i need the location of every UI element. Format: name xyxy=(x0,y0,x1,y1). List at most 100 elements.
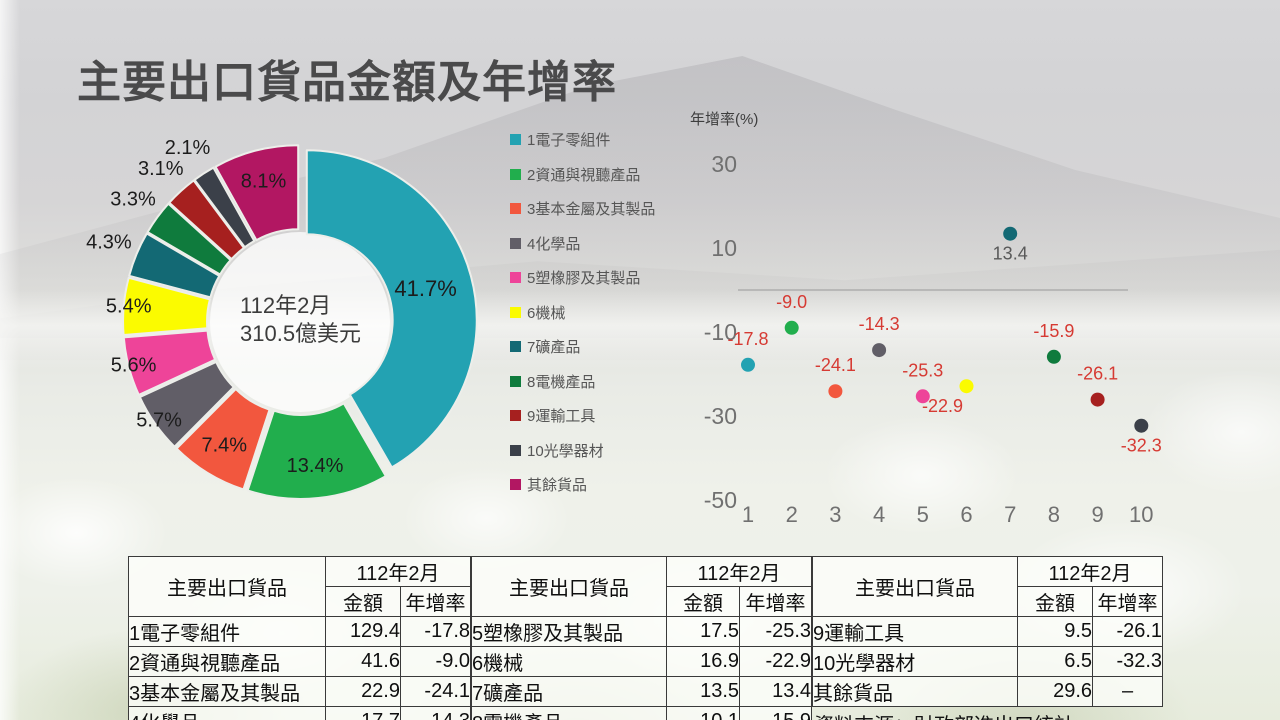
scatter-point-8 xyxy=(1046,349,1061,364)
legend-swatch-icon xyxy=(510,410,521,421)
scatter-point-2 xyxy=(784,320,799,335)
cell-yoy: -17.8 xyxy=(399,616,472,647)
scatter-point-10 xyxy=(1134,418,1149,433)
col-header-period: 112年2月 xyxy=(324,556,472,587)
cell-goods-name: 其餘貨品 xyxy=(812,676,1019,707)
cell-yoy: -22.9 xyxy=(739,646,813,677)
cell-yoy: -25.3 xyxy=(739,616,813,647)
donut-label-2: 13.4% xyxy=(287,455,344,477)
export-table-3: 主要出口貨品 112年2月 金額 年增率 9運輸工具 9.5 -26.1 10光學器材 6.5-… xyxy=(812,556,1164,707)
x-tick-label: 7 xyxy=(1004,502,1016,527)
legend-swatch-icon xyxy=(510,306,521,318)
col-header-goods: 主要出口貨品 xyxy=(812,556,1019,617)
legend-label: 10光學器材 xyxy=(527,442,604,460)
scatter-point-5 xyxy=(915,389,930,404)
table-row-4: 4化學品17.7-14.3 xyxy=(128,706,472,720)
donut-label-3: 7.4% xyxy=(202,435,248,457)
source-note: 資料來源：財政部進出口統計。 xyxy=(812,709,1163,720)
cell-goods-name: 1電子零組件 xyxy=(128,616,326,647)
scatter-value-label-5: -25.3 xyxy=(902,360,943,380)
y-tick-label: 30 xyxy=(711,151,737,177)
table-row-9: 9運輸工具 9.5 -26.1 xyxy=(812,616,1164,647)
table-row-other: 其餘貨品 29.6– xyxy=(812,676,1164,707)
x-tick-label: 2 xyxy=(786,502,798,527)
legend-swatch-icon xyxy=(510,479,521,490)
cell-yoy: -32.3 xyxy=(1092,646,1164,677)
legend-item-6: 6機械 xyxy=(510,304,655,322)
cell-goods-name: 9運輸工具 xyxy=(812,616,1019,647)
x-tick-label: 10 xyxy=(1129,502,1153,527)
table-group-3: 主要出口貨品 112年2月 金額 年增率 9運輸工具 9.5 -26.1 10光學器材 6.5-… xyxy=(812,556,1164,720)
scatter-point-4 xyxy=(872,343,887,358)
legend-item-5: 5塑橡膠及其製品 xyxy=(510,270,655,287)
donut-slice-7 xyxy=(128,232,221,299)
cell-amount: 17.7 xyxy=(325,706,401,720)
legend-swatch-icon xyxy=(510,134,521,145)
cell-yoy: -14.3 xyxy=(399,706,472,720)
cell-goods-name: 7礦產品 xyxy=(471,676,668,707)
donut-slice-1 xyxy=(305,149,478,469)
donut-center-total: 310.5億美元 xyxy=(240,320,362,346)
x-tick-label: 1 xyxy=(742,502,754,527)
legend-label: 8電機產品 xyxy=(527,373,596,391)
col-header-amount: 金額 xyxy=(666,586,741,617)
cell-amount: 13.5 xyxy=(666,676,741,707)
legend-label: 1電子零組件 xyxy=(527,132,611,149)
scatter-chart: 年增率(%) 30 10 -10 -30 -501 2 3 4 5 6 7 8 9 10 -17.8 -9.0 -… xyxy=(690,111,1162,527)
x-tick-label: 5 xyxy=(917,502,929,527)
donut-label-1: 41.7% xyxy=(394,276,456,301)
table-row-1: 1電子零組件 129.4 -17.8 xyxy=(128,616,472,647)
scatter-value-label-10: -32.3 xyxy=(1121,436,1162,456)
donut-chart: 41.7% 13.4% 7.4% 5.7% 5.6% 5.4% 4.3% 3.3% 3.1%2.… xyxy=(86,137,478,500)
donut-label-other: 8.1% xyxy=(241,171,287,193)
cell-amount: 41.6 xyxy=(325,646,401,677)
legend-item-other: 其餘貨品 xyxy=(510,477,655,494)
scatter-value-label-7: 13.4 xyxy=(993,244,1028,264)
donut-slice-8 xyxy=(146,202,232,276)
col-header-period: 112年2月 xyxy=(666,556,813,587)
donut-center-period: 112年2月 xyxy=(240,293,332,318)
cell-amount: 17.5 xyxy=(666,616,741,647)
cell-goods-name: 8電機產品 xyxy=(471,706,668,720)
summary-tables: 主要出口貨品 112年2月 金額 年增率 1電子零組件 129.4 -17.8 2資通與視聽產… xyxy=(128,556,1164,720)
cell-amount: 29.6 xyxy=(1017,676,1094,707)
legend-item-9: 9運輸工具 xyxy=(510,408,655,425)
col-header-yoy: 年增率 xyxy=(1092,586,1164,617)
scatter-y-axis-title: 年增率(%) xyxy=(690,111,758,128)
cell-amount: 129.4 xyxy=(325,616,401,647)
cell-amount: 9.5 xyxy=(1017,616,1094,647)
donut-label-8: 3.3% xyxy=(110,189,156,211)
legend-swatch-icon xyxy=(510,341,521,352)
cell-yoy: -24.1 xyxy=(399,676,472,707)
table-group-2: 主要出口貨品 112年2月 金額 年增率 5塑橡膠及其製品 17.5 -25.3 6機械 16.… xyxy=(471,556,813,720)
scatter-point-1 xyxy=(741,357,755,372)
legend-label: 6機械 xyxy=(527,304,566,322)
col-header-yoy: 年增率 xyxy=(739,586,813,617)
legend-swatch-icon xyxy=(510,168,521,180)
cell-amount: 10.1 xyxy=(666,706,741,720)
legend-label: 4化學品 xyxy=(527,235,581,253)
donut-center-label: 112年2月 310.5億美元 xyxy=(240,292,420,347)
legend-swatch-icon xyxy=(510,272,521,283)
cell-yoy: -26.1 xyxy=(1092,616,1164,647)
legend-label: 其餘貨品 xyxy=(527,477,588,494)
legend-label: 5塑橡膠及其製品 xyxy=(527,270,641,287)
col-header-amount: 金額 xyxy=(1017,586,1094,617)
col-header-period: 112年2月 xyxy=(1017,556,1164,587)
donut-hole xyxy=(210,232,390,412)
table-row-2: 2資通與視聽產品 41.6 -9.0 xyxy=(128,646,472,677)
x-tick-label: 9 xyxy=(1091,502,1103,527)
legend-label: 3基本金屬及其製品 xyxy=(527,201,656,218)
donut-label-7: 4.3% xyxy=(86,232,132,254)
donut-label-4: 5.7% xyxy=(136,410,182,432)
page-title: 主要出口貨品金額及年增率 xyxy=(77,58,617,107)
x-tick-label: 4 xyxy=(873,502,885,527)
y-tick-label: -50 xyxy=(704,487,737,513)
donut-slice-2 xyxy=(246,402,387,500)
legend-label: 2資通與視聽產品 xyxy=(527,166,641,184)
legend-swatch-icon xyxy=(510,203,521,214)
cell-yoy: – xyxy=(1092,676,1164,707)
export-table-1: 主要出口貨品 112年2月 金額 年增率 1電子零組件 129.4 -17.8 2資通與視聽產… xyxy=(128,556,472,720)
legend-item-1: 1電子零組件 xyxy=(510,132,655,149)
scatter-value-label-4: -14.3 xyxy=(859,314,900,334)
